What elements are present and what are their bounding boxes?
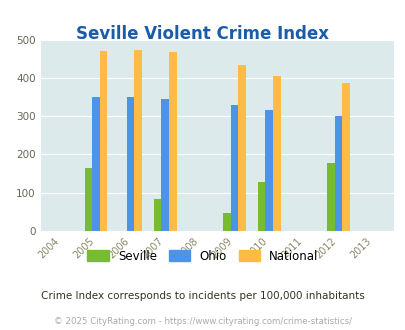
- Bar: [84, 168, 92, 231]
- Bar: [153, 199, 161, 231]
- Bar: [265, 110, 272, 231]
- Bar: [230, 105, 238, 231]
- Text: Crime Index corresponds to incidents per 100,000 inhabitants: Crime Index corresponds to incidents per…: [41, 291, 364, 301]
- Bar: [257, 182, 265, 231]
- Bar: [100, 51, 107, 231]
- Bar: [272, 76, 280, 231]
- Bar: [92, 97, 100, 231]
- Bar: [238, 65, 245, 231]
- Bar: [134, 50, 142, 231]
- Bar: [326, 163, 334, 231]
- Text: © 2025 CityRating.com - https://www.cityrating.com/crime-statistics/: © 2025 CityRating.com - https://www.city…: [54, 317, 351, 326]
- Bar: [126, 97, 134, 231]
- Bar: [223, 213, 230, 231]
- Bar: [168, 52, 176, 231]
- Legend: Seville, Ohio, National: Seville, Ohio, National: [83, 246, 322, 266]
- Bar: [161, 99, 168, 231]
- Bar: [334, 116, 341, 231]
- Text: Seville Violent Crime Index: Seville Violent Crime Index: [76, 25, 329, 43]
- Bar: [341, 83, 349, 231]
